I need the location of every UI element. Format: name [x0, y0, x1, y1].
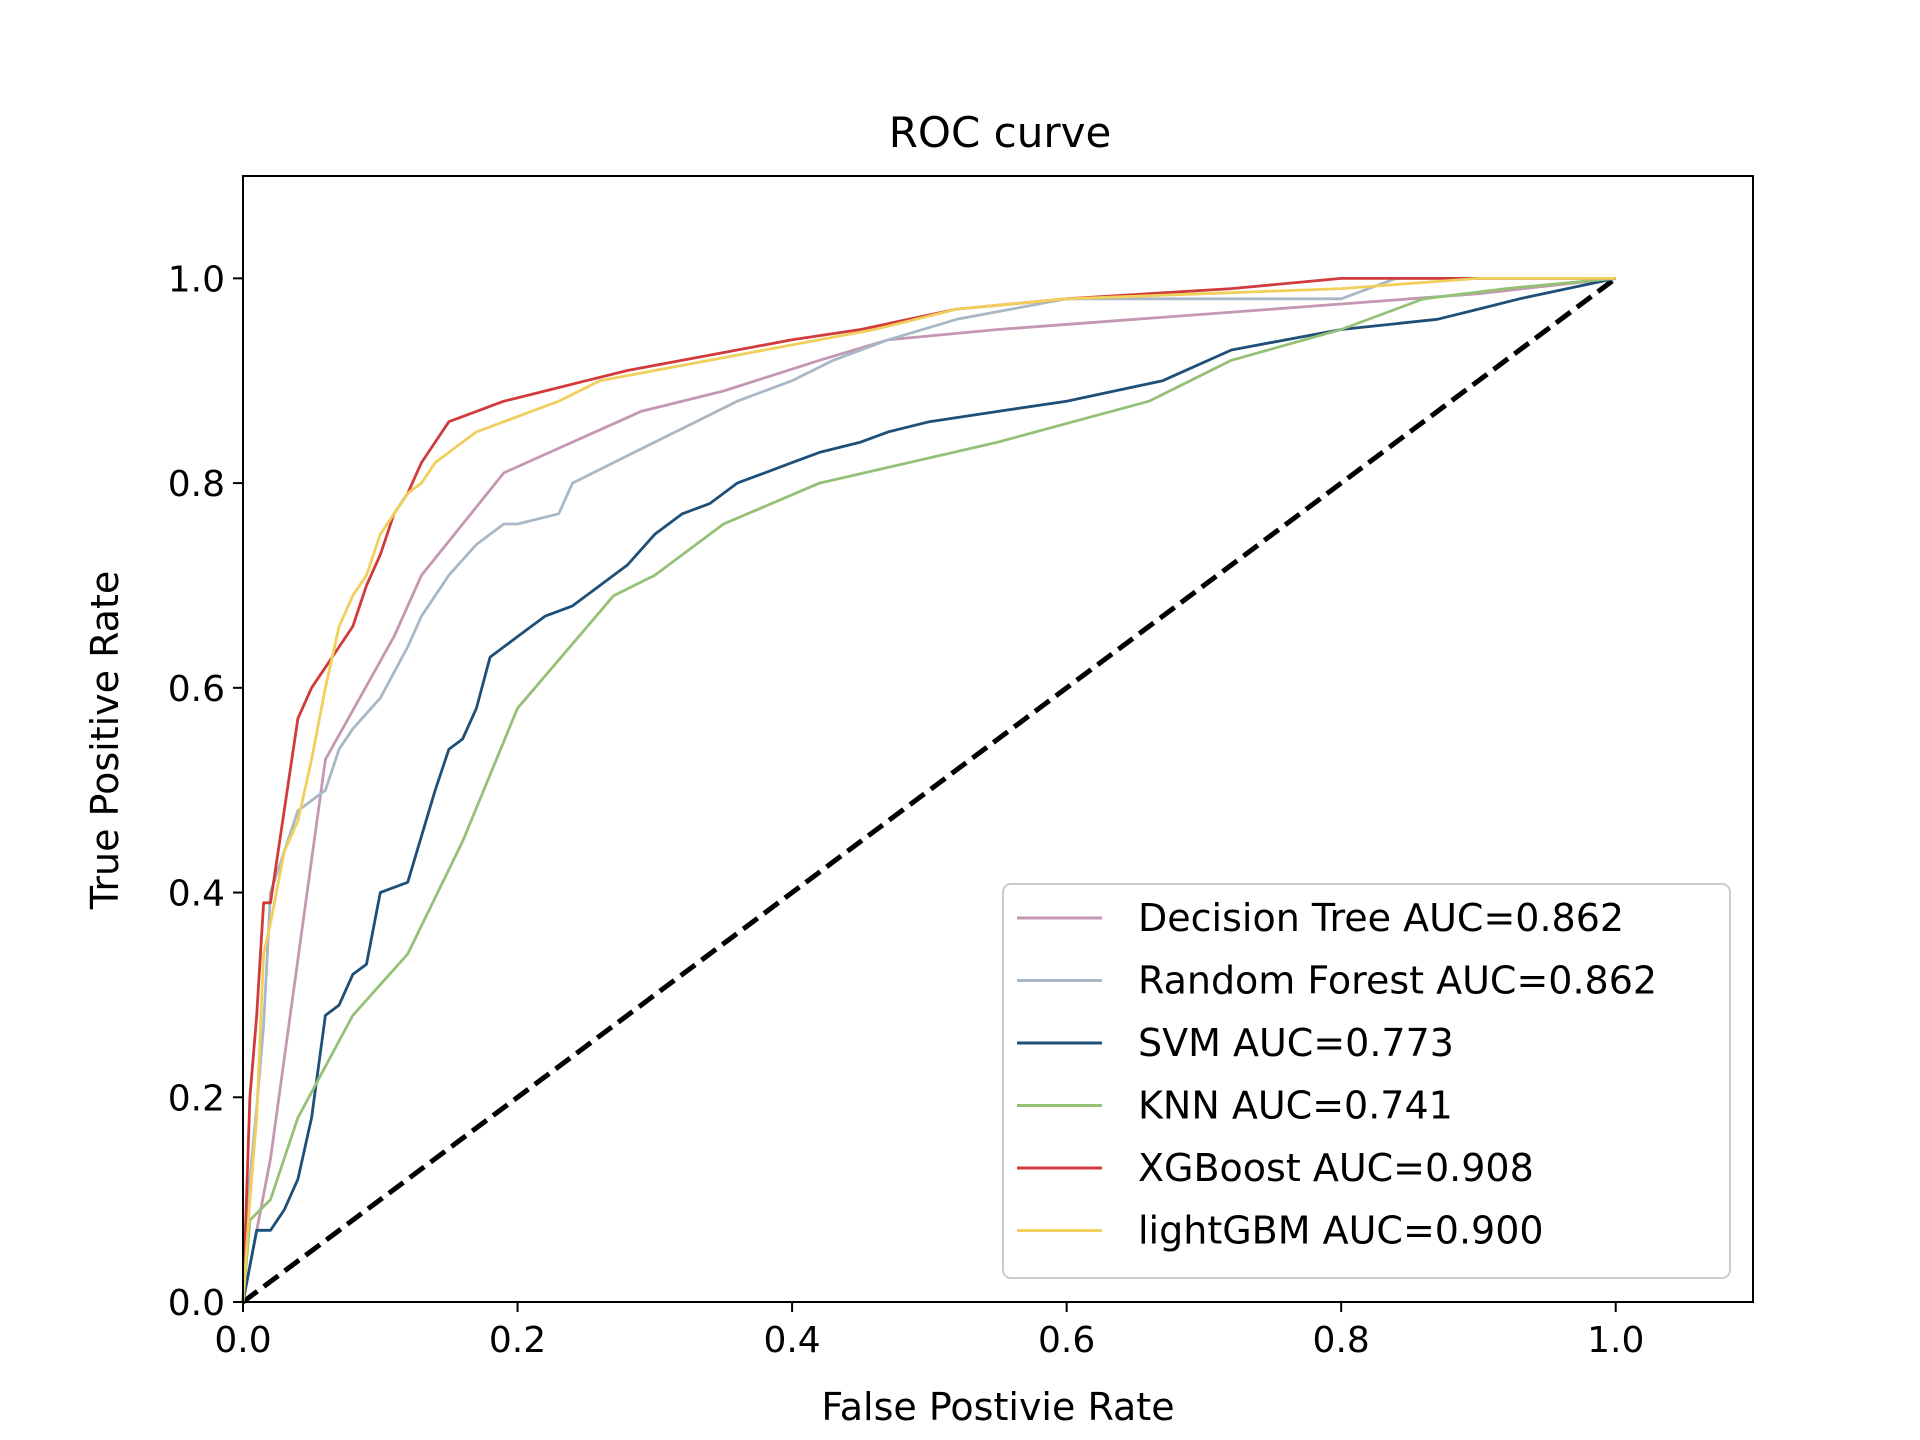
- y-tick-label: 0.6: [168, 669, 225, 710]
- y-tick-label: 1.0: [168, 259, 225, 300]
- x-tick-label: 0.2: [489, 1320, 546, 1361]
- y-tick-label: 0.2: [168, 1078, 225, 1119]
- plot-frame: [242, 175, 1754, 1303]
- plot-area: [241, 276, 1618, 1305]
- chart-title: ROC curve: [889, 108, 1112, 157]
- series-line-5: [241, 276, 1616, 1303]
- x-tick-label: 0.6: [1038, 1320, 1095, 1361]
- y-tick-label: 0.4: [168, 874, 225, 915]
- x-axis-label: False Postivie Rate: [821, 1385, 1174, 1429]
- legend-entry-2: SVM AUC=0.773: [1138, 1021, 1454, 1065]
- x-tick-label: 1.0: [1587, 1320, 1644, 1361]
- x-axis: 0.0 0.2 0.4 0.6 0.8 1.0: [214, 1302, 1644, 1361]
- legend-entry-1: Random Forest AUC=0.862: [1138, 959, 1657, 1003]
- series-line-2: [241, 277, 1616, 1303]
- y-tick-label: 0.8: [168, 464, 225, 505]
- y-axis-label: True Positive Rate: [83, 571, 127, 911]
- y-tick-label: 0.0: [168, 1283, 225, 1324]
- series-line-1: [241, 276, 1616, 1303]
- legend-entry-4: XGBoost AUC=0.908: [1138, 1146, 1534, 1190]
- series-line-3: [241, 277, 1616, 1303]
- y-axis: 0.0 0.2 0.4 0.6 0.8 1.0: [168, 259, 243, 1324]
- x-tick-label: 0.0: [214, 1320, 271, 1361]
- x-tick-label: 0.4: [763, 1320, 820, 1361]
- legend-entry-0: Decision Tree AUC=0.862: [1138, 896, 1624, 940]
- legend: Decision Tree AUC=0.862 Random Forest AUC…: [1002, 883, 1731, 1279]
- legend-box: [1002, 883, 1731, 1279]
- legend-entry-5: lightGBM AUC=0.900: [1138, 1209, 1544, 1253]
- x-tick-label: 0.8: [1313, 1320, 1370, 1361]
- legend-entry-3: KNN AUC=0.741: [1138, 1084, 1453, 1128]
- series-line-0: [241, 277, 1616, 1303]
